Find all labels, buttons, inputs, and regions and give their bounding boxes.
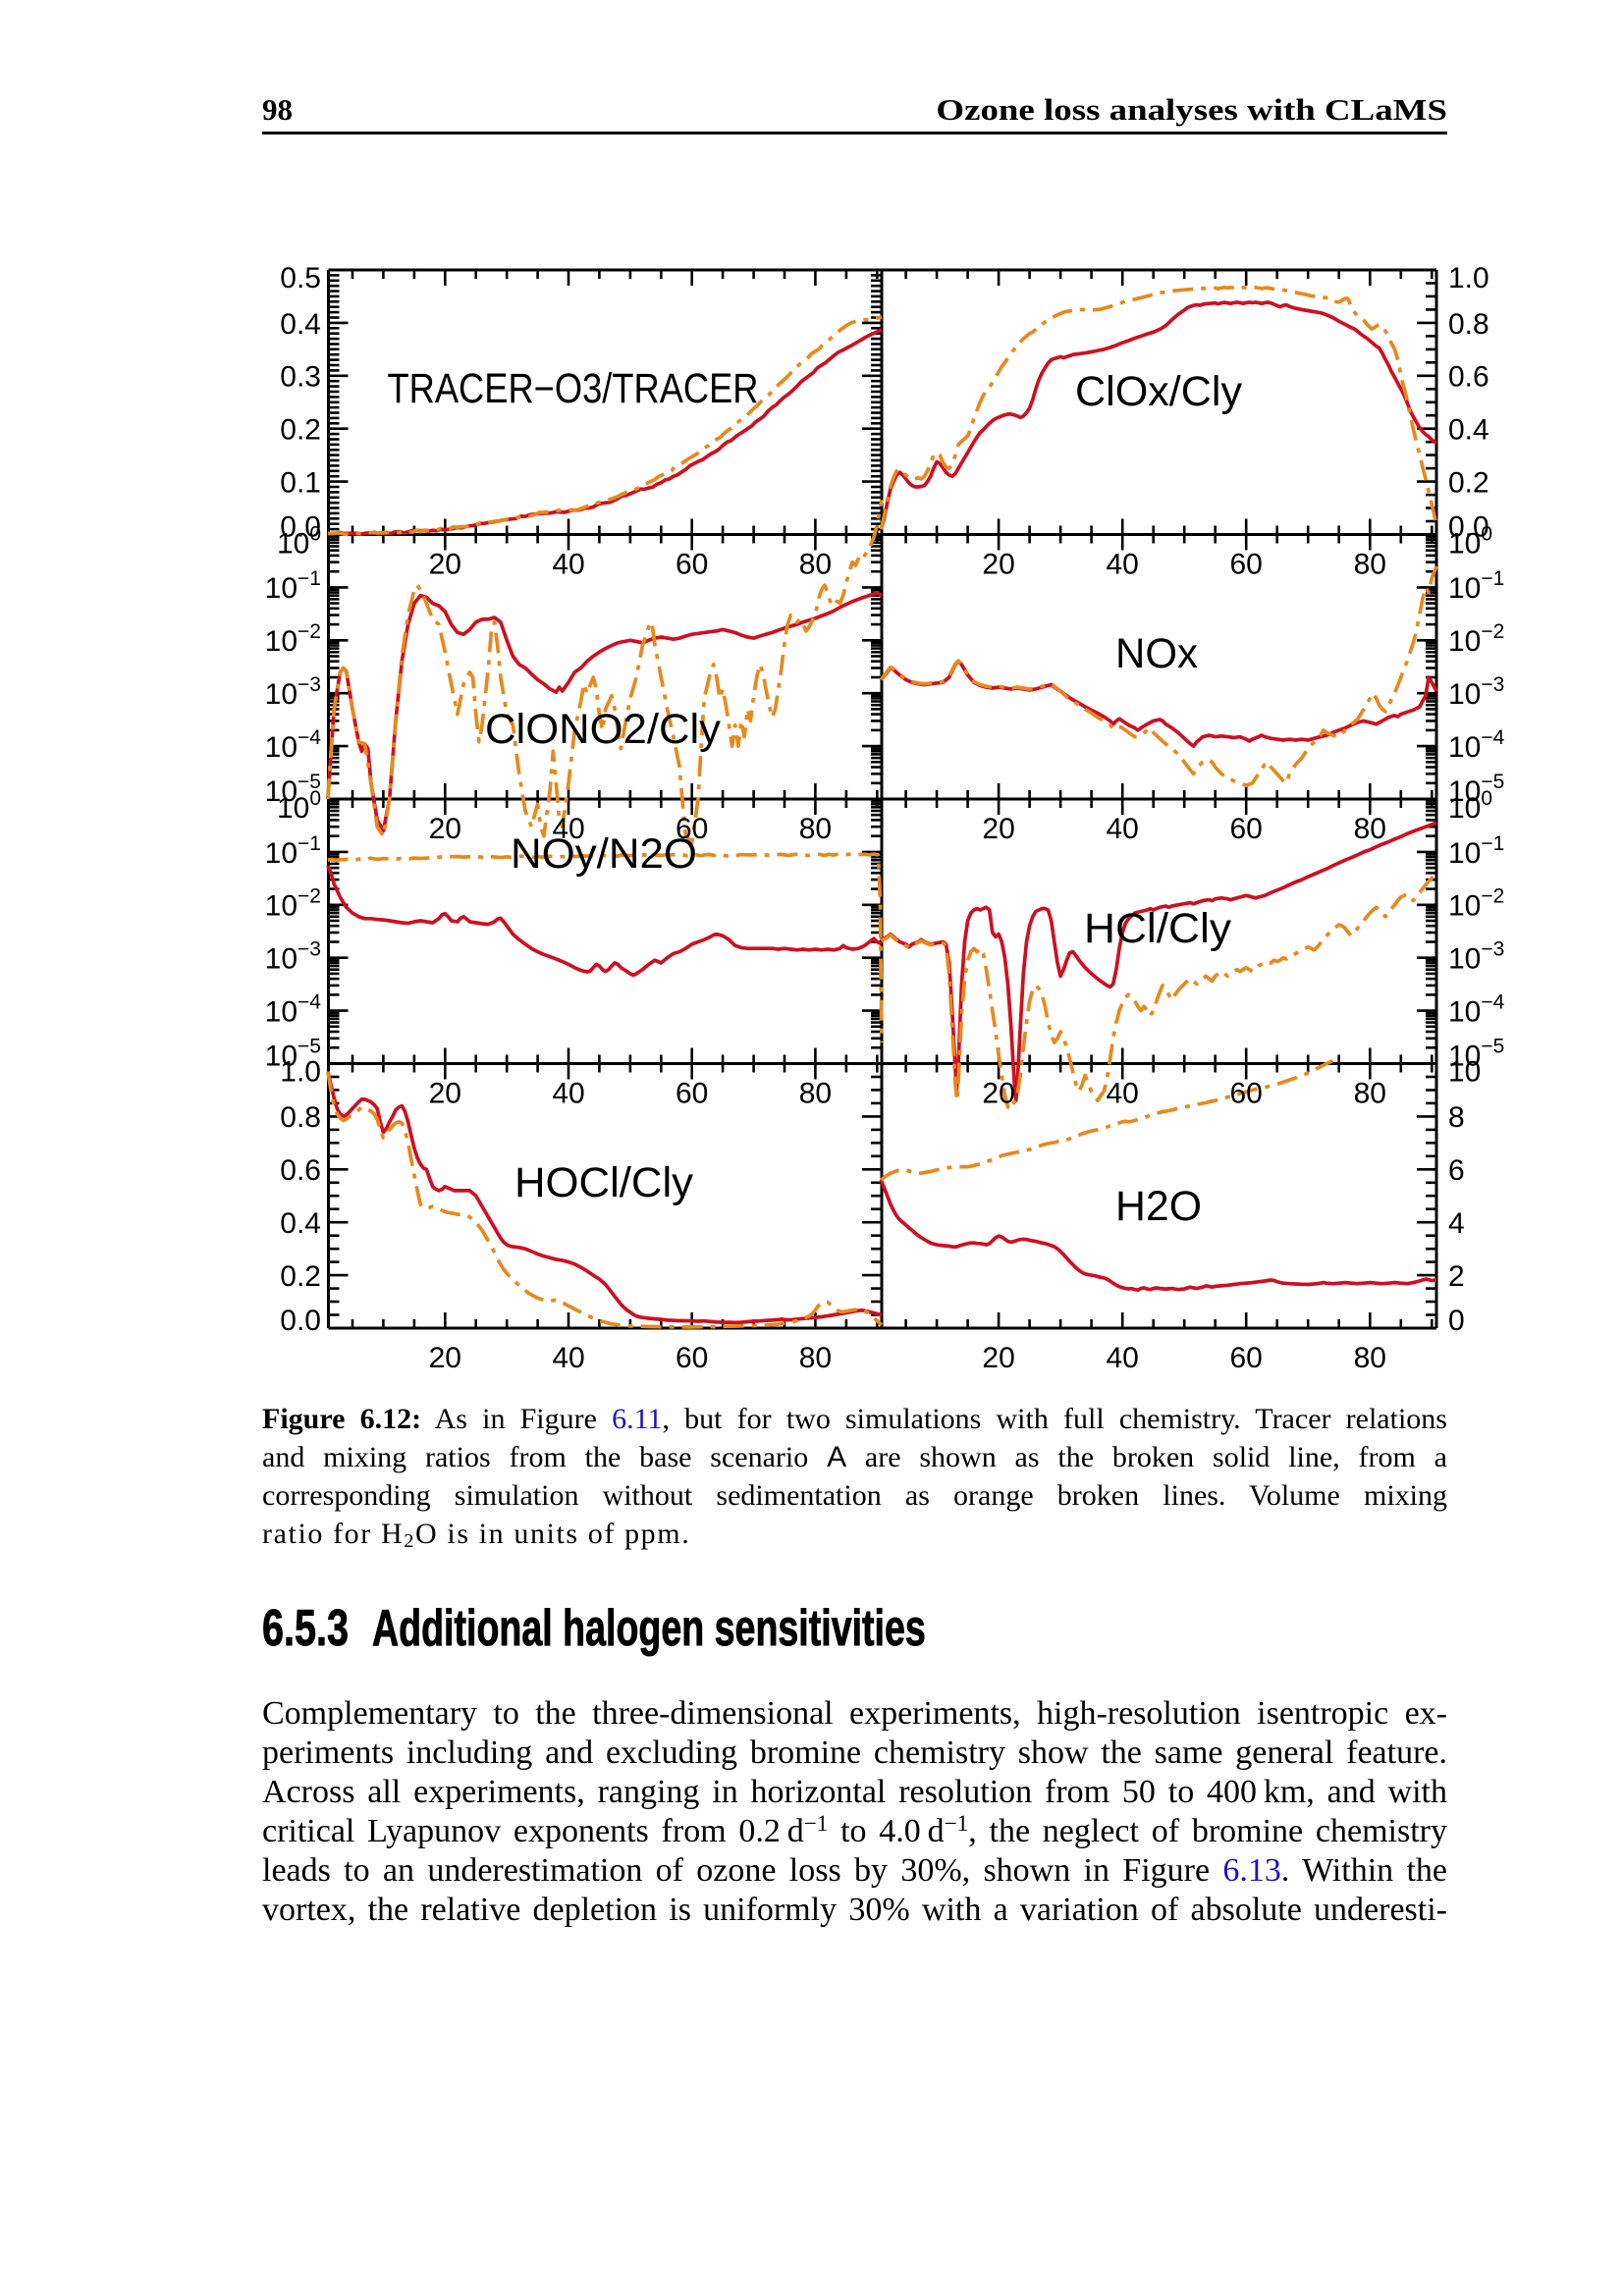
svg-text:80: 80 xyxy=(799,1077,832,1109)
svg-text:10−1: 10−1 xyxy=(1448,567,1504,605)
svg-text:0.1: 0.1 xyxy=(280,466,321,499)
svg-text:10−3: 10−3 xyxy=(265,673,321,711)
svg-text:20: 20 xyxy=(982,1077,1014,1109)
svg-text:60: 60 xyxy=(676,548,708,580)
svg-text:60: 60 xyxy=(676,1077,708,1109)
svg-text:20: 20 xyxy=(429,1342,461,1374)
svg-text:10: 10 xyxy=(1448,1055,1481,1088)
svg-text:0.4: 0.4 xyxy=(280,308,321,341)
svg-text:NOx: NOx xyxy=(1115,631,1198,677)
svg-text:80: 80 xyxy=(1354,548,1386,580)
svg-text:10−2: 10−2 xyxy=(1448,620,1504,658)
svg-text:0.0: 0.0 xyxy=(1448,510,1489,543)
svg-text:20: 20 xyxy=(429,813,461,845)
svg-text:60: 60 xyxy=(676,1342,708,1374)
svg-text:0.4: 0.4 xyxy=(1448,414,1489,447)
svg-text:0.8: 0.8 xyxy=(1448,308,1489,341)
svg-text:0.3: 0.3 xyxy=(280,361,321,394)
svg-text:10−4: 10−4 xyxy=(265,990,322,1028)
svg-text:20: 20 xyxy=(429,548,461,580)
svg-text:10−3: 10−3 xyxy=(1448,938,1504,976)
svg-text:NOy/N2O: NOy/N2O xyxy=(511,831,697,878)
svg-text:40: 40 xyxy=(552,1077,584,1109)
svg-text:40: 40 xyxy=(552,548,584,580)
svg-text:TRACER−O3/TRACER: TRACER−O3/TRACER xyxy=(388,366,759,412)
svg-text:0.6: 0.6 xyxy=(1448,361,1489,394)
svg-text:2: 2 xyxy=(1448,1260,1465,1293)
svg-text:80: 80 xyxy=(799,813,832,845)
svg-text:10−1: 10−1 xyxy=(265,567,321,605)
svg-text:60: 60 xyxy=(1230,813,1263,845)
svg-text:10−5: 10−5 xyxy=(265,771,321,808)
svg-text:60: 60 xyxy=(676,813,708,845)
svg-text:20: 20 xyxy=(429,1077,461,1109)
svg-text:80: 80 xyxy=(1354,1342,1386,1374)
svg-text:0: 0 xyxy=(1448,1305,1465,1337)
svg-text:0.5: 0.5 xyxy=(280,262,321,294)
svg-text:1.0: 1.0 xyxy=(1448,262,1489,294)
svg-text:10−4: 10−4 xyxy=(265,726,322,764)
svg-text:1.0: 1.0 xyxy=(280,1055,321,1088)
svg-text:10−5: 10−5 xyxy=(1448,1035,1504,1072)
svg-text:60: 60 xyxy=(1230,1077,1263,1109)
svg-text:ClONO2/Cly: ClONO2/Cly xyxy=(485,707,722,753)
svg-text:10−2: 10−2 xyxy=(1448,885,1504,923)
svg-text:40: 40 xyxy=(1107,1077,1139,1109)
svg-text:6: 6 xyxy=(1448,1154,1465,1187)
svg-text:10−1: 10−1 xyxy=(265,832,321,870)
svg-text:HCl/Cly: HCl/Cly xyxy=(1084,906,1232,952)
svg-text:0.2: 0.2 xyxy=(280,414,321,447)
svg-text:100: 100 xyxy=(277,522,321,560)
svg-text:H2O: H2O xyxy=(1115,1184,1202,1230)
svg-text:ClOx/Cly: ClOx/Cly xyxy=(1075,369,1243,415)
svg-text:0.0: 0.0 xyxy=(280,510,321,543)
svg-text:10−2: 10−2 xyxy=(265,885,321,923)
svg-text:80: 80 xyxy=(1354,813,1386,845)
svg-text:10−4: 10−4 xyxy=(1448,990,1505,1028)
svg-text:100: 100 xyxy=(277,787,321,825)
svg-text:10−2: 10−2 xyxy=(265,620,321,658)
svg-text:10−3: 10−3 xyxy=(265,938,321,976)
svg-text:20: 20 xyxy=(982,1342,1014,1374)
svg-text:0.0: 0.0 xyxy=(280,1305,321,1337)
svg-text:40: 40 xyxy=(1107,548,1139,580)
svg-text:100: 100 xyxy=(1448,522,1492,560)
svg-text:40: 40 xyxy=(1107,1342,1139,1374)
svg-text:10−3: 10−3 xyxy=(1448,673,1504,711)
svg-text:40: 40 xyxy=(552,813,584,845)
svg-text:20: 20 xyxy=(982,548,1014,580)
svg-text:80: 80 xyxy=(799,548,832,580)
svg-text:0.6: 0.6 xyxy=(280,1154,321,1187)
svg-text:10−1: 10−1 xyxy=(1448,832,1504,870)
svg-text:100: 100 xyxy=(1448,787,1492,825)
svg-text:HOCl/Cly: HOCl/Cly xyxy=(514,1160,694,1206)
svg-text:4: 4 xyxy=(1448,1207,1465,1240)
svg-text:80: 80 xyxy=(1354,1077,1386,1109)
svg-text:40: 40 xyxy=(1107,813,1139,845)
svg-text:8: 8 xyxy=(1448,1101,1465,1134)
svg-text:80: 80 xyxy=(799,1342,832,1374)
svg-text:0.2: 0.2 xyxy=(1448,466,1489,499)
svg-text:0.2: 0.2 xyxy=(280,1260,321,1293)
svg-text:0.4: 0.4 xyxy=(280,1207,321,1240)
svg-text:0.8: 0.8 xyxy=(280,1101,321,1134)
svg-text:60: 60 xyxy=(1230,1342,1263,1374)
svg-text:60: 60 xyxy=(1230,548,1263,580)
svg-text:10−4: 10−4 xyxy=(1448,726,1505,764)
svg-text:20: 20 xyxy=(982,813,1014,845)
svg-text:40: 40 xyxy=(552,1342,584,1374)
